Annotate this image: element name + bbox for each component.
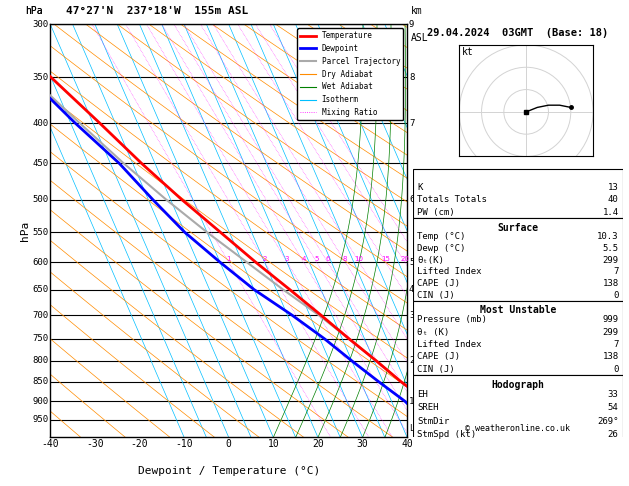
Text: 1: 1 [226, 256, 231, 262]
Text: 5: 5 [409, 258, 415, 267]
Text: 8: 8 [343, 256, 347, 262]
Text: 650: 650 [33, 285, 48, 294]
Text: 900: 900 [33, 397, 48, 406]
Text: 2: 2 [409, 356, 415, 365]
Text: 5.5: 5.5 [603, 244, 618, 253]
Text: 20: 20 [312, 439, 324, 450]
Text: Mixing Ratio (g/kg): Mixing Ratio (g/kg) [431, 175, 441, 287]
Text: Dewpoint / Temperature (°C): Dewpoint / Temperature (°C) [138, 467, 320, 476]
Text: 40: 40 [608, 195, 618, 205]
Text: PW (cm): PW (cm) [417, 208, 455, 217]
Text: 6: 6 [325, 256, 330, 262]
Text: 350: 350 [33, 73, 48, 82]
Text: Pressure (mb): Pressure (mb) [417, 315, 487, 324]
Text: 299: 299 [603, 256, 618, 264]
Text: StmSpd (kt): StmSpd (kt) [417, 430, 476, 439]
Text: 0: 0 [613, 364, 618, 374]
Text: 700: 700 [33, 311, 48, 319]
Text: 40: 40 [401, 439, 413, 450]
Text: 2: 2 [262, 256, 267, 262]
Text: -40: -40 [42, 439, 59, 450]
Text: CIN (J): CIN (J) [417, 364, 455, 374]
Text: CIN (J): CIN (J) [417, 291, 455, 300]
Bar [413, 169, 623, 219]
Text: kt: kt [462, 47, 474, 57]
Text: km: km [411, 6, 423, 16]
Text: Most Unstable: Most Unstable [479, 305, 556, 315]
Text: 5: 5 [314, 256, 319, 262]
Text: Totals Totals: Totals Totals [417, 195, 487, 205]
Text: ASL: ASL [411, 33, 428, 43]
Text: 400: 400 [33, 119, 48, 127]
Text: 800: 800 [33, 356, 48, 365]
Text: 4: 4 [301, 256, 306, 262]
Text: Temp (°C): Temp (°C) [417, 232, 465, 241]
Text: 4: 4 [409, 285, 415, 294]
Text: LCL: LCL [409, 424, 424, 433]
Text: StmDir: StmDir [417, 417, 449, 426]
Text: 15: 15 [381, 256, 390, 262]
Text: hPa: hPa [20, 221, 30, 241]
Text: K: K [417, 183, 423, 192]
Text: 8: 8 [409, 73, 415, 82]
Text: EH: EH [417, 390, 428, 399]
Text: © weatheronline.co.uk: © weatheronline.co.uk [465, 424, 571, 434]
Text: 26: 26 [608, 430, 618, 439]
Text: 300: 300 [33, 20, 48, 29]
Text: hPa: hPa [25, 6, 43, 16]
Text: 29.04.2024  03GMT  (Base: 18): 29.04.2024 03GMT (Base: 18) [427, 29, 608, 38]
Text: 450: 450 [33, 159, 48, 168]
Text: Hodograph: Hodograph [491, 380, 544, 390]
Text: 3: 3 [409, 311, 415, 319]
Text: 999: 999 [603, 315, 618, 324]
Text: 7: 7 [613, 340, 618, 349]
Text: CAPE (J): CAPE (J) [417, 352, 460, 362]
Text: 950: 950 [33, 416, 48, 424]
Text: 269°: 269° [597, 417, 618, 426]
Text: 850: 850 [33, 377, 48, 386]
Text: Lifted Index: Lifted Index [417, 340, 482, 349]
Text: SREH: SREH [417, 403, 438, 413]
Text: 7: 7 [409, 119, 415, 127]
Text: Surface: Surface [497, 223, 538, 233]
Text: 33: 33 [608, 390, 618, 399]
Text: Lifted Index: Lifted Index [417, 267, 482, 277]
Text: 550: 550 [33, 228, 48, 237]
Text: hPa: hPa [25, 6, 43, 16]
Text: 10: 10 [267, 439, 279, 450]
Text: -30: -30 [86, 439, 104, 450]
Text: -10: -10 [175, 439, 193, 450]
Text: 600: 600 [33, 258, 48, 267]
Text: 10: 10 [355, 256, 364, 262]
Text: 750: 750 [33, 334, 48, 343]
Bar [413, 375, 623, 442]
Text: 1: 1 [409, 397, 415, 406]
Text: 10.3: 10.3 [597, 232, 618, 241]
Text: 138: 138 [603, 352, 618, 362]
Text: 1.4: 1.4 [603, 208, 618, 217]
Legend: Temperature, Dewpoint, Parcel Trajectory, Dry Adiabat, Wet Adiabat, Isotherm, Mi: Temperature, Dewpoint, Parcel Trajectory… [297, 28, 403, 120]
Text: CAPE (J): CAPE (J) [417, 279, 460, 288]
Text: 0: 0 [226, 439, 231, 450]
Text: Dewp (°C): Dewp (°C) [417, 244, 465, 253]
Text: 20: 20 [400, 256, 409, 262]
Bar [413, 301, 623, 375]
Text: 6: 6 [409, 195, 415, 204]
Bar [413, 219, 623, 301]
Text: 0: 0 [613, 291, 618, 300]
Text: 13: 13 [608, 183, 618, 192]
Text: θₜ (K): θₜ (K) [417, 328, 449, 337]
Text: -20: -20 [131, 439, 148, 450]
Text: 7: 7 [613, 267, 618, 277]
Text: 500: 500 [33, 195, 48, 204]
Text: 47°27'N  237°18'W  155m ASL: 47°27'N 237°18'W 155m ASL [66, 6, 248, 16]
Text: 30: 30 [357, 439, 369, 450]
Text: 138: 138 [603, 279, 618, 288]
Text: 9: 9 [409, 20, 415, 29]
Text: 3: 3 [285, 256, 289, 262]
Text: θₜ(K): θₜ(K) [417, 256, 444, 264]
Text: 299: 299 [603, 328, 618, 337]
Text: 54: 54 [608, 403, 618, 413]
